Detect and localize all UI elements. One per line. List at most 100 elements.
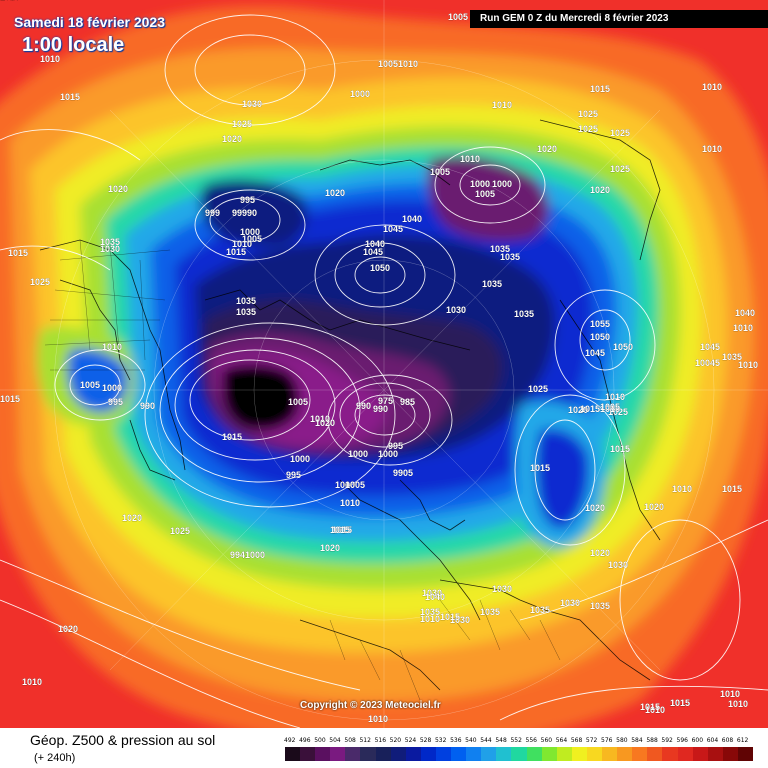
pressure-label: 990: [140, 401, 155, 411]
pressure-label: 1015: [332, 525, 352, 535]
pressure-label: 1010: [232, 239, 252, 249]
pressure-label: 1010: [733, 323, 753, 333]
pressure-label: 1000: [335, 480, 355, 490]
pressure-label: 1030: [560, 598, 580, 608]
pressure-label: 1035: [490, 244, 510, 254]
legend-value: 496: [299, 737, 311, 744]
forecast-date: Samedi 18 février 2023: [14, 14, 165, 30]
legend-value: 528: [419, 737, 432, 744]
copyright: Copyright © 2023 Meteociel.fr: [300, 700, 441, 711]
legend-swatch: [526, 747, 543, 761]
pressure-label: 1010: [720, 689, 740, 699]
pressure-label: 1015: [440, 612, 460, 622]
pressure-label: 1010: [102, 342, 122, 352]
pressure-label: 1055: [590, 319, 610, 329]
legend-value: 608: [721, 737, 734, 744]
pressure-label: 1010: [368, 714, 388, 724]
pressure-label: 1020: [315, 418, 335, 428]
legend-swatch: [602, 747, 618, 761]
pressure-label: 1000: [378, 449, 398, 459]
pressure-label: 1015: [670, 698, 690, 708]
legend-value: 516: [374, 737, 387, 744]
pressure-label: 1020: [537, 144, 557, 154]
legend-value: 524: [404, 737, 417, 744]
legend-value: 556: [525, 737, 537, 744]
legend-value: 572: [585, 737, 598, 744]
pressure-label: 1020: [222, 134, 242, 144]
local-time: 1:00 locale: [22, 34, 125, 56]
pressure-label: 1010: [728, 699, 748, 709]
isobars: [0, 14, 768, 728]
pressure-label: 1020: [590, 548, 610, 558]
pressure-label: 1020: [58, 624, 78, 634]
pressure-label: 1005: [600, 402, 620, 412]
pressure-label: 1025: [528, 384, 548, 394]
pressure-label: 1005: [475, 189, 495, 199]
pressure-label: 995: [286, 470, 301, 480]
z500-band-core-north: [427, 155, 549, 242]
legend-value: 576: [601, 737, 613, 744]
z500-band-core-east: [536, 428, 590, 529]
legend-swatch: [496, 747, 512, 761]
pressure-label: 995: [108, 397, 123, 407]
pressure-label: 995: [388, 441, 403, 451]
pressure-label: 1025: [610, 164, 630, 174]
pressure-label: 1035: [482, 279, 502, 289]
pressure-label: 975: [378, 396, 393, 406]
pressure-label: 1010: [605, 392, 625, 402]
pressure-label: 9905: [393, 468, 413, 478]
pressure-label: 9941000: [230, 550, 265, 560]
legend-value: 596: [676, 737, 688, 744]
pressure-label: 1020: [585, 503, 605, 513]
pressure-label: 1015: [60, 92, 80, 102]
pressure-label: 99990: [232, 208, 257, 218]
legend-value: 536: [450, 737, 462, 744]
lat-lon-grid: [0, 0, 768, 728]
legend-swatch: [435, 747, 452, 761]
pressure-label: 1015: [670, 698, 690, 708]
pressure-label: 1025: [578, 109, 598, 119]
legend-swatch: [375, 747, 392, 761]
pressure-label: 10045: [695, 358, 720, 368]
pressure-label: 1015: [530, 463, 550, 473]
pressure-label: 1000: [350, 89, 370, 99]
pressure-label: 1005: [80, 380, 100, 390]
z500-band-492: [221, 364, 300, 432]
legend-swatch: [571, 747, 588, 761]
legend-swatch: [556, 747, 573, 761]
pressure-label: 1035: [420, 607, 440, 617]
legend-swatch: [722, 747, 739, 761]
pressure-label: 1035: [236, 296, 256, 306]
legend-labels: 492 496 500 504 508 512 516 520 524 528 532 536 540 5…: [282, 737, 752, 746]
legend-swatch: [692, 747, 709, 761]
legend-value: 604: [706, 737, 719, 744]
legend-swatch: [617, 747, 633, 761]
legend-swatch: [737, 747, 754, 761]
legend-swatch: [360, 747, 377, 761]
pressure-label: 1045: [363, 247, 383, 257]
legend-value: 492: [284, 737, 296, 744]
pressure-label: 1015: [722, 484, 742, 494]
legend-value: 612: [736, 737, 749, 744]
legend-swatch: [466, 747, 482, 761]
legend-swatch: [586, 747, 603, 761]
legend-value: 564: [555, 737, 568, 744]
map-title: Géop. Z500 & pression au sol: [30, 732, 216, 748]
pressure-label: 1025: [608, 407, 628, 417]
pressure-label: 1005: [345, 480, 365, 490]
pressure-label: 1015: [610, 444, 630, 454]
pressure-label: 1035: [722, 352, 742, 362]
pressure-label: 1035: [514, 309, 534, 319]
pressure-label: 1000: [348, 449, 368, 459]
pressure-label: 1030: [492, 584, 512, 594]
legend-value: 592: [661, 737, 673, 744]
pressure-label: 1010: [492, 100, 512, 110]
pressure-label: 1020: [644, 502, 664, 512]
pressure-label: 1000: [102, 383, 122, 393]
legend-value: 568: [570, 737, 583, 744]
pressure-label: 1040: [402, 214, 422, 224]
pressure-label: 1025: [170, 526, 190, 536]
pressure-label: 1040: [365, 239, 385, 249]
pressure-label: 985: [400, 397, 415, 407]
pressure-label: 1000: [470, 179, 490, 189]
